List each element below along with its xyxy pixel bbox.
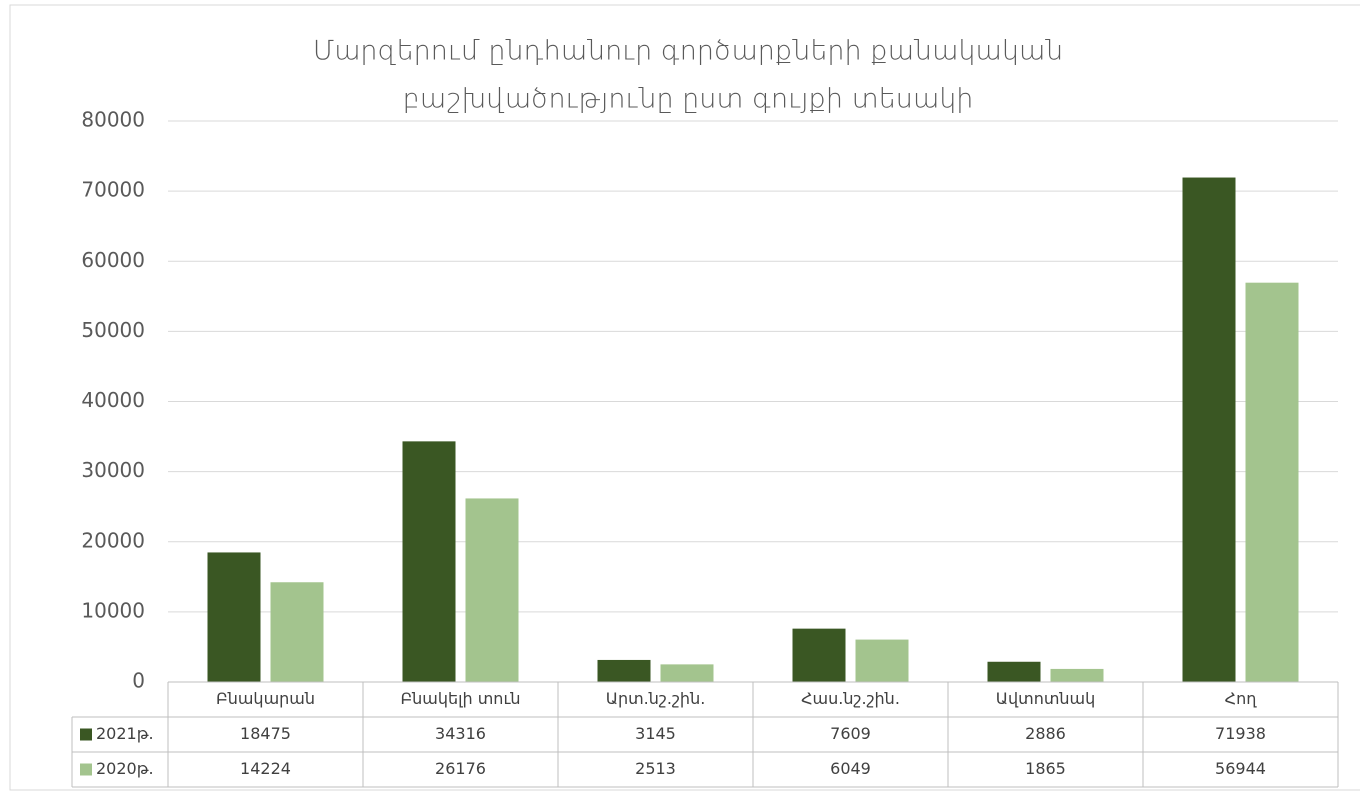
bar	[270, 582, 324, 682]
bar	[597, 659, 651, 682]
y-tick-label: 10000	[81, 598, 145, 622]
bar	[465, 498, 519, 682]
x-tick-label: Բնակարան	[216, 689, 315, 708]
table-value: 14224	[240, 759, 291, 778]
bar	[1182, 177, 1236, 682]
bar	[792, 628, 846, 682]
table-value: 2886	[1025, 724, 1066, 743]
y-tick-label: 60000	[81, 248, 145, 272]
table-value: 18475	[240, 724, 291, 743]
x-tick-label: Բնակելի տուն	[400, 689, 520, 708]
chart-title: բաշխվածությունը ըստ գույքի տեսակի	[403, 84, 974, 115]
bar	[1245, 282, 1299, 682]
bar	[987, 661, 1041, 682]
table-value: 3145	[635, 724, 676, 743]
y-tick-label: 30000	[81, 458, 145, 482]
x-tick-label: Ավտոտնակ	[996, 689, 1096, 708]
table-value: 56944	[1215, 759, 1266, 778]
bar	[207, 552, 261, 682]
y-tick-label: 70000	[81, 178, 145, 202]
legend-label: 2021թ.	[96, 724, 154, 743]
table-value: 34316	[435, 724, 486, 743]
legend-label: 2020թ.	[96, 759, 154, 778]
y-tick-label: 80000	[81, 108, 145, 132]
table-value: 71938	[1215, 724, 1266, 743]
legend-key	[80, 728, 92, 741]
x-tick-label: Արտ.նշ.շին.	[606, 689, 706, 708]
y-tick-label: 40000	[81, 388, 145, 412]
table-value: 26176	[435, 759, 486, 778]
y-tick-label: 50000	[81, 318, 145, 342]
y-tick-label: 0	[132, 669, 145, 693]
x-tick-label: Հող	[1225, 689, 1258, 708]
bar	[402, 441, 456, 682]
legend-key	[80, 763, 92, 776]
bar	[660, 664, 714, 682]
chart-title: Մարզերում ընդհանուր գործարքների քանակակա…	[313, 36, 1063, 67]
table-value: 6049	[830, 759, 871, 778]
bar	[855, 639, 909, 682]
bar	[1050, 668, 1104, 682]
table-value: 7609	[830, 724, 871, 743]
table-value: 2513	[635, 759, 676, 778]
table-value: 1865	[1025, 759, 1066, 778]
x-tick-label: Հաս.նշ.շին.	[801, 689, 900, 708]
y-tick-label: 20000	[81, 528, 145, 552]
